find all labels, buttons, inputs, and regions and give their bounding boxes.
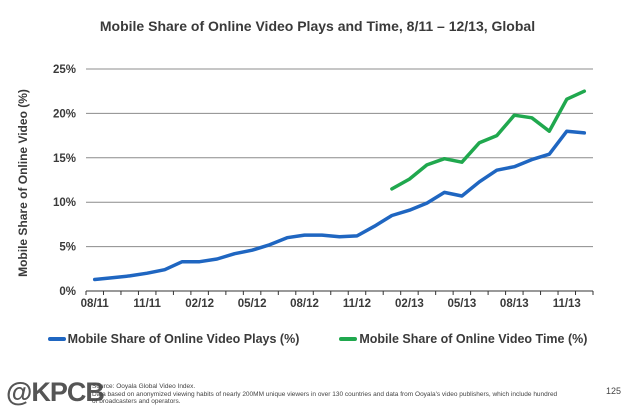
x-tick-label: 11/13	[553, 298, 581, 310]
x-tick-label: 11/11	[133, 298, 161, 310]
x-tick-label: 08/11	[81, 298, 110, 310]
x-tick-label: 08/12	[290, 298, 319, 310]
y-tick-label: 20%	[53, 108, 76, 120]
series-line-time	[390, 89, 587, 191]
y-tick-label: 5%	[59, 242, 76, 254]
x-tick-label: 02/13	[395, 298, 424, 310]
y-tick-label: 10%	[53, 197, 76, 209]
legend-item-time: Mobile Share of Online Video Time (%)	[339, 332, 587, 346]
legend-swatch-time	[339, 337, 358, 341]
chart-title: Mobile Share of Online Video Plays and T…	[99, 18, 536, 34]
legend: Mobile Share of Online Video Plays (%) M…	[0, 332, 635, 346]
line-chart: 0% 5% 10% 15% 20% 25% 08/11 11/11 02/12 05/12 08/…	[53, 64, 594, 310]
page-number: 125	[605, 386, 621, 396]
legend-label-plays: Mobile Share of Online Video Plays (%)	[67, 332, 300, 346]
x-tick-label: 02/12	[185, 298, 214, 310]
source-detail: Data based on anonymized viewing habits …	[92, 390, 558, 406]
x-tick-label: 08/13	[500, 298, 529, 310]
x-tick-label: 05/13	[447, 298, 476, 310]
y-tick-label: 15%	[53, 153, 76, 165]
legend-item-plays: Mobile Share of Online Video Plays (%)	[47, 332, 300, 346]
legend-swatch-plays	[47, 337, 66, 341]
y-tick-label: 0%	[59, 286, 76, 298]
legend-label-time: Mobile Share of Online Video Time (%)	[359, 332, 588, 346]
x-tick-label: 05/12	[238, 298, 267, 310]
source-line: Source: Ooyala Global Video Index.	[92, 383, 196, 390]
y-tick-label: 25%	[53, 64, 76, 76]
source-footnote: Source: Ooyala Global Video Index. Data …	[92, 383, 562, 406]
series-line-plays	[92, 129, 587, 282]
kpcb-logo: @KPCB	[6, 377, 105, 407]
x-tick-label: 11/12	[343, 298, 371, 310]
